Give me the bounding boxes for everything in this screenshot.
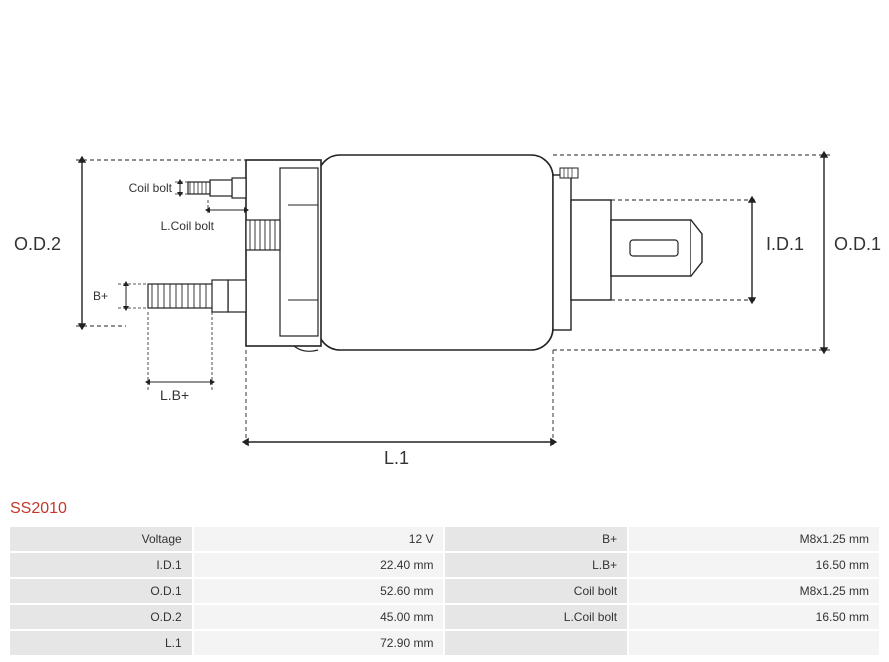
label-od2: O.D.2 (14, 234, 61, 254)
spec-value: M8x1.25 mm (629, 527, 879, 551)
b-plus-graphic (118, 280, 246, 390)
label-lb-plus: L.B+ (160, 387, 189, 403)
label-l1: L.1 (384, 448, 409, 468)
table-row: O.D.2 45.00 mm L.Coil bolt 16.50 mm (10, 605, 879, 629)
spec-value: 45.00 mm (194, 605, 444, 629)
label-od1: O.D.1 (834, 234, 881, 254)
spec-table: Voltage 12 V B+ M8x1.25 mm I.D.1 22.40 m… (8, 525, 881, 657)
spec-label: L.Coil bolt (445, 605, 627, 629)
technical-diagram: O.D.2 O.D.1 I.D.1 L.1 L.B+ B+ Coil bolt … (0, 0, 889, 490)
spec-value: 12 V (194, 527, 444, 551)
spec-value: 52.60 mm (194, 579, 444, 603)
label-l-coil-bolt: L.Coil bolt (161, 219, 215, 233)
spec-label: L.B+ (445, 553, 627, 577)
spec-label (445, 631, 627, 655)
table-row: Voltage 12 V B+ M8x1.25 mm (10, 527, 879, 551)
spec-value: M8x1.25 mm (629, 579, 879, 603)
label-id1: I.D.1 (766, 234, 804, 254)
spec-label: Voltage (10, 527, 192, 551)
spec-value: 22.40 mm (194, 553, 444, 577)
spec-value: 72.90 mm (194, 631, 444, 655)
part-number: SS2010 (10, 500, 67, 518)
table-row: I.D.1 22.40 mm L.B+ 16.50 mm (10, 553, 879, 577)
spec-label: Coil bolt (445, 579, 627, 603)
spec-label: O.D.1 (10, 579, 192, 603)
table-row: O.D.1 52.60 mm Coil bolt M8x1.25 mm (10, 579, 879, 603)
label-coil-bolt: Coil bolt (129, 181, 173, 195)
spec-label: B+ (445, 527, 627, 551)
spec-value: 16.50 mm (629, 605, 879, 629)
plunger-graphic (553, 168, 702, 330)
spec-label: I.D.1 (10, 553, 192, 577)
label-b-plus: B+ (93, 289, 108, 303)
coil-bolt-graphic (175, 178, 246, 198)
spec-label: O.D.2 (10, 605, 192, 629)
spec-label: L.1 (10, 631, 192, 655)
spec-value (629, 631, 879, 655)
spec-value: 16.50 mm (629, 553, 879, 577)
table-row: L.1 72.90 mm (10, 631, 879, 655)
